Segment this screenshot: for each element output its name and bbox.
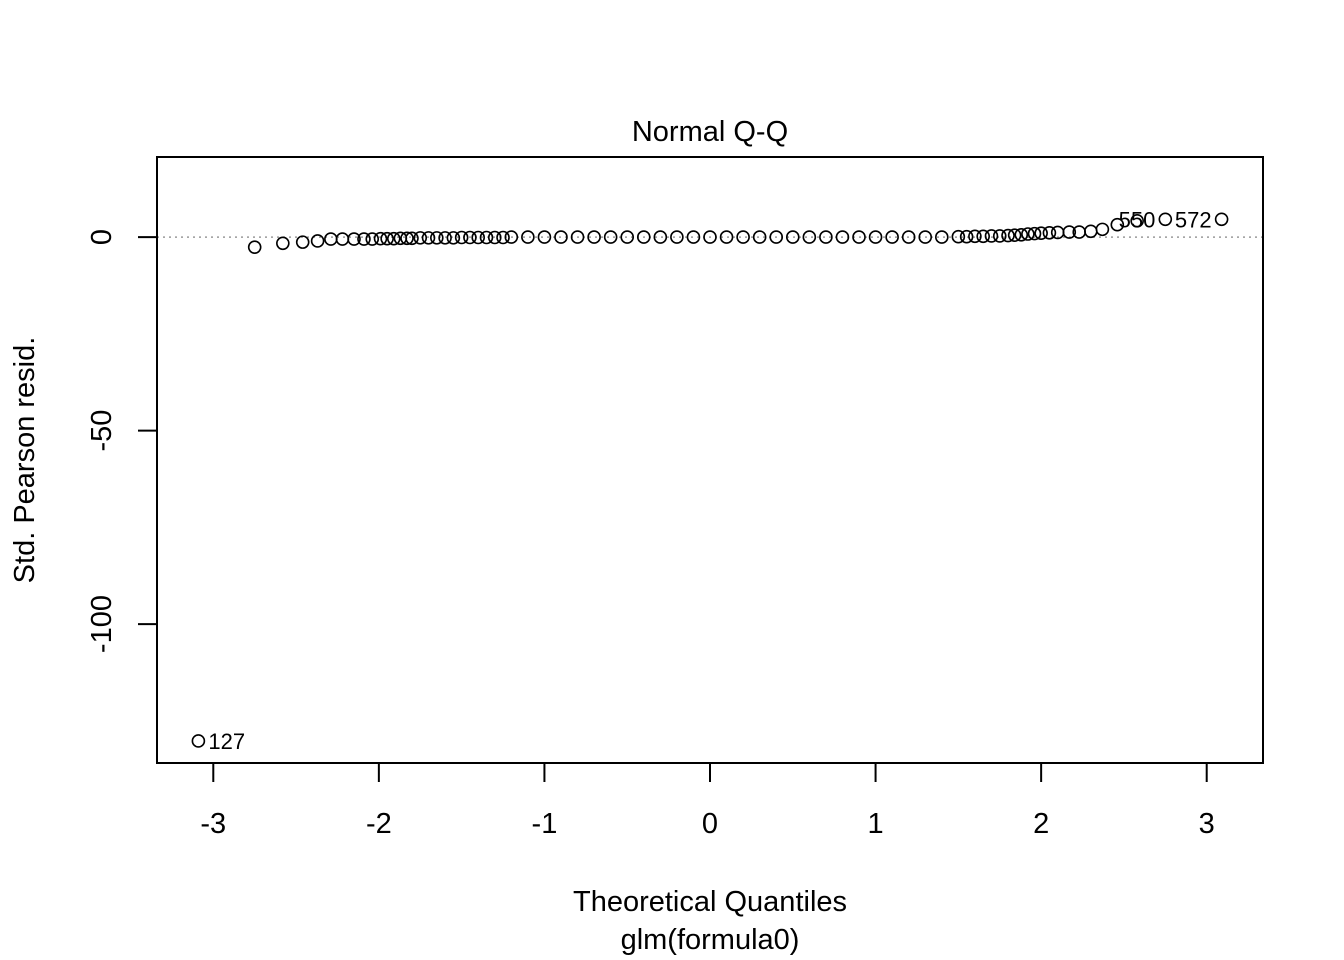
data-point: [365, 232, 380, 246]
data-point: [1001, 228, 1015, 243]
data-point: [570, 230, 585, 244]
point-label: 572: [1175, 207, 1212, 232]
x-tick-label: 2: [1033, 808, 1049, 840]
data-point: [191, 734, 206, 748]
plot-frame: [156, 156, 1264, 764]
data-point: [868, 230, 883, 244]
data-point: [835, 230, 850, 244]
point-label: 127: [208, 729, 245, 754]
data-point: [1158, 212, 1173, 227]
data-point: [885, 230, 899, 244]
x-tick-label: 1: [867, 808, 883, 840]
chart-title: Normal Q-Q: [632, 116, 788, 148]
data-point: [951, 229, 966, 244]
data-point: [636, 230, 651, 244]
x-tick-label: 3: [1199, 808, 1215, 840]
x-tick-label: 0: [702, 808, 718, 840]
data-point: [504, 230, 519, 244]
x-tick-label: -1: [532, 808, 558, 840]
data-point: [769, 230, 784, 244]
data-point: [1042, 226, 1057, 240]
data-point: [446, 231, 461, 245]
data-point: [968, 229, 982, 244]
data-point: [992, 229, 1007, 243]
data-point: [1062, 225, 1077, 239]
data-point: [959, 229, 974, 244]
data-point: [819, 230, 833, 244]
x-axis: -3 -2 -1 0 1 2 3: [200, 763, 1215, 840]
data-point: [1027, 226, 1042, 241]
data-point: [976, 229, 990, 244]
y-tick-label: -100: [86, 595, 118, 653]
data-point: [430, 231, 444, 245]
data-point: [934, 230, 949, 244]
data-point: [438, 231, 452, 245]
data-point: [1130, 214, 1144, 228]
point-label: 550: [1119, 207, 1156, 232]
data-point: [1214, 212, 1229, 227]
data-point: [1034, 226, 1048, 241]
data-point: [785, 230, 800, 244]
data-point: [1095, 222, 1110, 237]
data-point: [357, 232, 371, 246]
data-point: [670, 230, 684, 244]
data-point: [901, 230, 916, 244]
data-point: [413, 231, 428, 245]
data-point: [1084, 224, 1098, 239]
data-point: [373, 231, 388, 246]
data-point: [984, 229, 999, 243]
data-point: [686, 230, 701, 244]
data-point: [752, 230, 767, 244]
data-point: [603, 230, 618, 244]
data-point: [554, 230, 568, 244]
y-axis: 0 -50 -100: [86, 229, 157, 653]
data-point: [335, 232, 350, 246]
data-point: [653, 230, 668, 244]
data-point: [400, 231, 414, 246]
data-point: [324, 232, 338, 246]
data-point: [380, 231, 394, 246]
point-labels: 127 550 572: [208, 207, 1211, 754]
x-axis-label: Theoretical Quantiles: [573, 886, 847, 918]
chart-subtitle: glm(formula0): [621, 924, 800, 956]
data-point: [736, 230, 750, 244]
data-point: [1007, 228, 1022, 242]
data-point: [1014, 227, 1029, 242]
y-axis-label: Std. Pearson resid.: [9, 337, 41, 584]
y-tick-label: -50: [86, 410, 118, 452]
data-point: [496, 230, 510, 245]
data-point: [421, 231, 436, 245]
data-point: [521, 230, 535, 244]
data-point: [310, 234, 325, 248]
data-point: [479, 230, 494, 245]
data-point: [295, 235, 310, 249]
data-points: [191, 212, 1229, 748]
data-point: [719, 230, 734, 244]
data-point: [386, 231, 401, 246]
data-point: [454, 230, 469, 245]
data-point: [802, 230, 817, 244]
y-tick-label: 0: [86, 229, 118, 245]
data-point: [703, 230, 717, 244]
data-point: [537, 230, 552, 244]
data-point: [587, 230, 601, 244]
data-point: [1021, 227, 1035, 241]
x-tick-label: -2: [366, 808, 392, 840]
data-point: [471, 230, 486, 245]
data-point: [487, 230, 502, 245]
data-point: [1110, 217, 1125, 232]
data-point: [405, 231, 419, 246]
data-point: [918, 230, 933, 244]
data-point: [852, 230, 866, 244]
data-point: [347, 232, 361, 246]
data-point: [276, 236, 290, 251]
data-point: [620, 230, 635, 244]
x-tick-label: -3: [200, 808, 226, 840]
data-point: [463, 230, 477, 245]
data-point: [247, 240, 262, 254]
